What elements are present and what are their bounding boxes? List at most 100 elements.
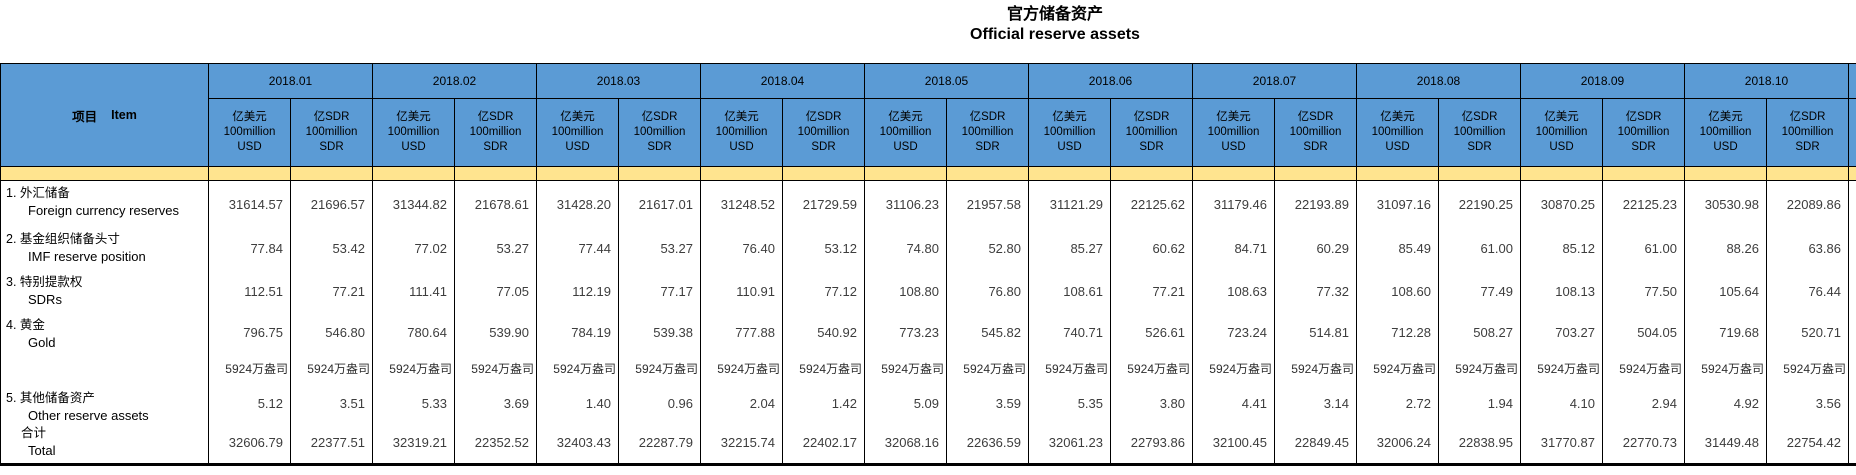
value-gold-ounces-2018.02-sdr: 5924万盎司 xyxy=(454,351,536,386)
unit-header-usd-clipped xyxy=(1848,99,1856,166)
value-gold-2018.04-usd: 777.88 xyxy=(700,313,782,351)
yellow-band-cell xyxy=(1684,166,1766,181)
unit-header-usd-2018.05: 亿美元 100million USD xyxy=(864,99,946,166)
value-gold-2018.05-sdr: 545.82 xyxy=(946,313,1028,351)
value-total-2018.02-sdr: 22352.52 xyxy=(454,421,536,463)
value-gold-2018.01-sdr: 546.80 xyxy=(290,313,372,351)
item-header-en: Item xyxy=(111,108,137,122)
value-other-reserve-assets-2018.03-usd: 1.40 xyxy=(536,386,618,421)
yellow-band-cell xyxy=(1192,166,1274,181)
page-title-en: Official reserve assets xyxy=(970,26,1140,43)
value-gold-2018.08-usd: 712.28 xyxy=(1356,313,1438,351)
unit-header-usd-2018.07: 亿美元 100million USD xyxy=(1192,99,1274,166)
row-label-en-other-reserve-assets: Other reserve assets xyxy=(28,408,149,423)
unit-header-sdr-2018.07: 亿SDR 100million SDR xyxy=(1274,99,1356,166)
value-foreign-currency-reserves-2018.05-sdr: 21957.58 xyxy=(946,181,1028,227)
value-foreign-currency-reserves-2018.07-usd: 31179.46 xyxy=(1192,181,1274,227)
month-header-clipped xyxy=(1848,64,1856,99)
value-sdrs-2018.02-sdr: 77.05 xyxy=(454,270,536,313)
value-foreign-currency-reserves-2018.02-usd: 31344.82 xyxy=(372,181,454,227)
yellow-band-cell xyxy=(782,166,864,181)
unit-header-usd-2018.02: 亿美元 100million USD xyxy=(372,99,454,166)
unit-header-sdr-2018.06: 亿SDR 100million SDR xyxy=(1110,99,1192,166)
row-label-zh-foreign-currency-reserves: 1. 外汇储备 xyxy=(6,186,70,200)
value-total-clipped-usd xyxy=(1848,421,1856,463)
unit-header-usd-2018.09: 亿美元 100million USD xyxy=(1520,99,1602,166)
value-total-2018.05-sdr: 22636.59 xyxy=(946,421,1028,463)
value-imf-reserve-position-2018.07-sdr: 60.29 xyxy=(1274,227,1356,270)
reserve-table: 项目 Item 2018.01 亿美元 100million USD 亿SDR 100mi… xyxy=(0,63,1856,466)
value-imf-reserve-position-2018.09-sdr: 61.00 xyxy=(1602,227,1684,270)
value-sdrs-2018.10-usd: 105.64 xyxy=(1684,270,1766,313)
value-gold-ounces-2018.07-sdr: 5924万盎司 xyxy=(1274,351,1356,386)
value-sdrs-2018.10-sdr: 76.44 xyxy=(1766,270,1848,313)
value-foreign-currency-reserves-2018.04-usd: 31248.52 xyxy=(700,181,782,227)
value-total-2018.07-usd: 32100.45 xyxy=(1192,421,1274,463)
value-total-2018.01-sdr: 22377.51 xyxy=(290,421,372,463)
row-label-en-gold: Gold xyxy=(28,335,56,350)
value-sdrs-2018.09-usd: 108.13 xyxy=(1520,270,1602,313)
value-imf-reserve-position-2018.01-usd: 77.84 xyxy=(208,227,290,270)
value-gold-ounces-2018.09-usd: 5924万盎司 xyxy=(1520,351,1602,386)
page-title-zh: 官方储备资产 xyxy=(1006,4,1103,23)
value-total-2018.03-sdr: 22287.79 xyxy=(618,421,700,463)
value-other-reserve-assets-2018.05-usd: 5.09 xyxy=(864,386,946,421)
value-total-2018.05-usd: 32068.16 xyxy=(864,421,946,463)
value-gold-2018.06-sdr: 526.61 xyxy=(1110,313,1192,351)
value-imf-reserve-position-2018.03-sdr: 53.27 xyxy=(618,227,700,270)
value-other-reserve-assets-2018.08-usd: 2.72 xyxy=(1356,386,1438,421)
row-label-zh-sdrs: 3. 特别提款权 xyxy=(6,275,83,289)
value-total-2018.10-usd: 31449.48 xyxy=(1684,421,1766,463)
value-other-reserve-assets-2018.02-usd: 5.33 xyxy=(372,386,454,421)
value-foreign-currency-reserves-2018.09-usd: 30870.25 xyxy=(1520,181,1602,227)
month-header-2018.05: 2018.05 xyxy=(864,64,1028,99)
row-label-zh-gold: 4. 黄金 xyxy=(6,318,45,332)
value-gold-ounces-2018.08-sdr: 5924万盎司 xyxy=(1438,351,1520,386)
value-total-2018.06-sdr: 22793.86 xyxy=(1110,421,1192,463)
row-label-zh-other-reserve-assets: 5. 其他储备资产 xyxy=(6,391,95,405)
value-gold-ounces-2018.10-sdr: 5924万盎司 xyxy=(1766,351,1848,386)
value-sdrs-2018.07-sdr: 77.32 xyxy=(1274,270,1356,313)
value-other-reserve-assets-2018.06-usd: 5.35 xyxy=(1028,386,1110,421)
row-label-gold: 4. 黄金 Gold xyxy=(1,313,208,351)
value-total-2018.01-usd: 32606.79 xyxy=(208,421,290,463)
yellow-band-cell xyxy=(1028,166,1110,181)
value-gold-ounces-2018.10-usd: 5924万盎司 xyxy=(1684,351,1766,386)
value-total-2018.04-sdr: 22402.17 xyxy=(782,421,864,463)
value-other-reserve-assets-2018.01-sdr: 3.51 xyxy=(290,386,372,421)
yellow-band-cell xyxy=(208,166,290,181)
row-label-zh-total: 合计 xyxy=(21,426,47,440)
row-label-en-total: Total xyxy=(28,443,56,458)
value-gold-ounces-clipped-usd xyxy=(1848,351,1856,386)
value-sdrs-2018.01-sdr: 77.21 xyxy=(290,270,372,313)
value-foreign-currency-reserves-2018.01-usd: 31614.57 xyxy=(208,181,290,227)
value-gold-2018.05-usd: 773.23 xyxy=(864,313,946,351)
yellow-band-cell xyxy=(290,166,372,181)
yellow-band-cell xyxy=(1274,166,1356,181)
value-other-reserve-assets-2018.08-sdr: 1.94 xyxy=(1438,386,1520,421)
value-other-reserve-assets-2018.01-usd: 5.12 xyxy=(208,386,290,421)
unit-header-sdr-2018.02: 亿SDR 100million SDR xyxy=(454,99,536,166)
value-imf-reserve-position-2018.10-usd: 88.26 xyxy=(1684,227,1766,270)
item-header-cell: 项目 Item xyxy=(1,64,208,166)
yellow-band-cell xyxy=(372,166,454,181)
value-foreign-currency-reserves-2018.10-sdr: 22089.86 xyxy=(1766,181,1848,227)
yellow-band-cell xyxy=(1602,166,1684,181)
value-gold-2018.03-usd: 784.19 xyxy=(536,313,618,351)
value-total-2018.08-sdr: 22838.95 xyxy=(1438,421,1520,463)
value-foreign-currency-reserves-2018.07-sdr: 22193.89 xyxy=(1274,181,1356,227)
value-gold-2018.01-usd: 796.75 xyxy=(208,313,290,351)
month-header-2018.10: 2018.10 xyxy=(1684,64,1848,99)
yellow-band-cell xyxy=(1,166,208,181)
value-gold-ounces-2018.09-sdr: 5924万盎司 xyxy=(1602,351,1684,386)
row-label-imf-reserve-position: 2. 基金组织储备头寸 IMF reserve position xyxy=(1,227,208,270)
value-total-2018.04-usd: 32215.74 xyxy=(700,421,782,463)
value-gold-ounces-2018.08-usd: 5924万盎司 xyxy=(1356,351,1438,386)
value-gold-2018.07-sdr: 514.81 xyxy=(1274,313,1356,351)
value-gold-2018.03-sdr: 539.38 xyxy=(618,313,700,351)
value-gold-ounces-2018.05-usd: 5924万盎司 xyxy=(864,351,946,386)
month-header-2018.08: 2018.08 xyxy=(1356,64,1520,99)
value-other-reserve-assets-clipped-usd xyxy=(1848,386,1856,421)
value-gold-2018.09-usd: 703.27 xyxy=(1520,313,1602,351)
